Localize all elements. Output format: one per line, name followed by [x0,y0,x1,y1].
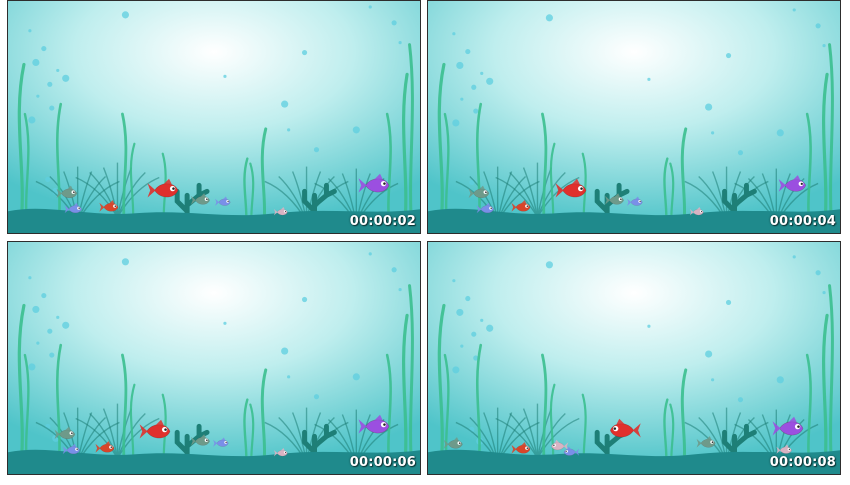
coral [594,423,630,469]
seabed [428,208,840,233]
seabed [8,449,420,474]
timestamp-label: 00:00:06 [349,455,416,470]
fish-school [443,416,804,456]
fish [213,437,229,447]
fish [555,178,587,198]
sea-fan [495,162,580,218]
water-background [428,1,840,233]
fish [511,442,531,454]
video-frame-4[interactable]: 00:00:08 [427,241,841,475]
seabed [8,208,420,233]
bubbles [452,8,826,198]
fish [99,200,119,212]
underwater-scene [428,1,840,233]
fish-school [54,414,390,457]
fish [443,437,463,449]
fish [191,193,210,205]
timestamp-label: 00:00:02 [349,214,416,229]
bubbles [28,252,402,442]
video-frame-1[interactable]: 00:00:02 [7,0,421,234]
fish [358,173,390,193]
video-frame-2[interactable]: 00:00:04 [427,0,841,234]
timestamp-label: 00:00:04 [769,214,836,229]
underwater-scene [428,242,840,474]
coral [302,423,337,469]
fish [147,178,179,198]
fish [563,446,580,456]
fish [689,207,704,216]
fish [627,196,643,206]
water-background [8,242,420,474]
timestamp-label: 00:00:08 [769,455,836,470]
fish [273,448,288,457]
fish [56,185,78,199]
coral [722,423,757,469]
fish [95,441,115,453]
fish [273,207,288,216]
underwater-scene [8,242,420,474]
fish [468,185,490,199]
water-background [428,242,840,474]
fish [610,418,641,438]
water-background [8,1,420,233]
underwater-scene [8,1,420,233]
coral [174,182,210,228]
coral [722,182,757,228]
fish [776,444,792,454]
coral [174,423,210,469]
fish-school [56,173,390,216]
fish [215,196,231,206]
fish [778,175,807,192]
fish [476,202,494,214]
seabed [428,449,840,474]
fish [605,193,624,205]
bubbles [28,5,402,195]
fish [551,439,569,451]
bubbles [452,255,826,445]
fish [358,414,390,434]
fish [64,202,82,214]
fish [191,434,210,446]
fish [54,426,76,440]
fish [62,443,80,455]
coral [302,182,337,228]
coral [594,182,630,228]
video-frame-3[interactable]: 00:00:06 [7,241,421,475]
fish [772,416,804,436]
